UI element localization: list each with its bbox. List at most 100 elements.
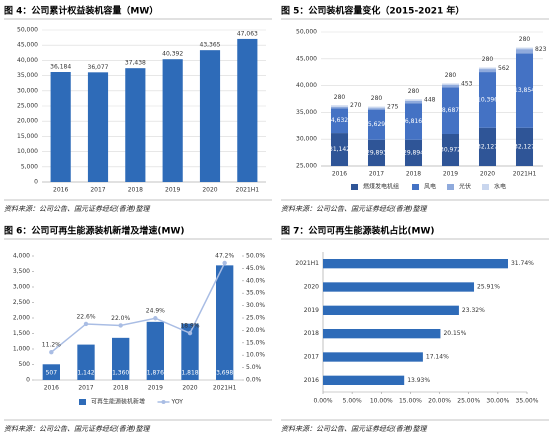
x-tick-label: 2020	[480, 171, 495, 178]
data-label: 280	[408, 88, 420, 95]
data-label: 36,184	[50, 64, 71, 71]
legend-label: 燃煤发电机组	[363, 183, 399, 191]
data-label: 4,632	[331, 117, 348, 124]
data-label: 43,365	[200, 42, 221, 49]
y-tick-label: 1,500	[13, 330, 30, 337]
bar	[112, 337, 130, 380]
y-tick-label: 0	[26, 377, 30, 384]
x-tick-label: 2017	[78, 385, 93, 392]
x-tick-label: 30.00%	[486, 398, 509, 405]
y-tick-label: 2016	[304, 377, 319, 384]
bar-segment	[404, 100, 423, 104]
y2-tick-label: 15.0%	[246, 339, 265, 346]
x-tick-label: 25.00%	[457, 398, 480, 405]
x-tick-label: 2021H1	[513, 171, 537, 178]
data-label: 29,894	[403, 149, 424, 156]
line	[50, 262, 226, 353]
data-label: 270	[350, 102, 362, 109]
y-tick-label: 10,000	[17, 148, 38, 155]
bar-segment	[478, 72, 497, 128]
y2-tick-label: 0.0%	[246, 377, 262, 384]
line-marker	[49, 350, 54, 355]
y2-tick-label: 50.0%	[246, 253, 265, 260]
bar	[181, 323, 199, 380]
data-label: 1,142	[77, 370, 94, 377]
x-tick-label: 2020	[182, 385, 197, 392]
data-label: 453	[461, 81, 473, 88]
bar	[146, 321, 164, 380]
data-label: 448	[424, 97, 436, 104]
source-note: 资料来源：公司公告、国元证券经纪(香港)整理	[281, 205, 427, 213]
x-tick-label: 10.00%	[370, 398, 393, 405]
data-label: 1,876	[147, 370, 164, 377]
data-label: 18.9%	[180, 323, 199, 330]
bar	[125, 68, 146, 182]
y-tick-label: 1,000	[13, 346, 30, 353]
y-tick-label: 2021H1	[295, 260, 319, 267]
y2-tick-label: 25.0%	[246, 315, 265, 322]
x-tick-label: 2019	[165, 187, 180, 194]
data-label: 13.93%	[407, 377, 430, 384]
legend-label: 风电	[424, 183, 436, 191]
data-label: 23.32%	[462, 307, 485, 314]
data-label: 36,077	[88, 64, 109, 71]
y-tick-label: 3,500	[13, 268, 30, 275]
line-marker	[222, 260, 227, 266]
legend-label: YOY	[171, 399, 184, 406]
source-note: 资料来源：公司公告、国元证券经纪(香港)整理	[4, 425, 150, 433]
legend-swatch	[351, 184, 358, 190]
legend-label: 水电	[494, 183, 506, 191]
bar-segment	[330, 106, 349, 109]
x-tick-label: 2018	[113, 385, 128, 392]
bar-segment	[441, 133, 460, 166]
y-tick-label: 30,000	[17, 87, 38, 94]
bar	[323, 375, 405, 385]
data-label: 562	[498, 65, 510, 72]
y-tick-label: 2018	[304, 330, 319, 337]
y-tick-label: 45,000	[17, 42, 38, 49]
data-label: 32,127	[514, 143, 535, 150]
bar	[87, 72, 109, 182]
bar-segment	[404, 139, 423, 166]
y-tick-label: 40,000	[17, 57, 38, 64]
data-label: 280	[519, 36, 531, 43]
bar	[323, 282, 475, 292]
bar-segment	[367, 106, 386, 109]
bar	[216, 265, 234, 380]
x-tick-label: 2018	[406, 171, 421, 178]
line-marker	[83, 321, 89, 327]
y-tick-label: 25,000	[17, 103, 38, 110]
data-label: 5,629	[368, 121, 385, 128]
data-label: 31,142	[329, 146, 350, 153]
data-label: 31.74%	[511, 260, 534, 267]
data-label: 29,893	[366, 149, 387, 156]
x-tick-label: 2016	[53, 187, 68, 194]
source-note: 资料来源：公司公告、国元证券经纪(香港)整理	[281, 425, 427, 433]
y-tick-label: 2020	[304, 284, 319, 291]
x-tick-label: 2016	[44, 385, 59, 392]
data-label: 24.9%	[146, 308, 165, 315]
data-label: 17.14%	[426, 354, 449, 361]
legend-label: 可再生能源装机新增	[91, 398, 145, 406]
x-tick-label: 35.00%	[516, 398, 539, 405]
data-label: 280	[445, 72, 457, 79]
bar	[162, 59, 183, 182]
y2-tick-label: 20.0%	[246, 327, 265, 334]
bar-segment	[515, 127, 534, 166]
data-label: 25.91%	[477, 284, 500, 291]
chart-title: 图 5：公司装机容量变化（2015-2021 年）	[281, 5, 464, 17]
data-label: 37,438	[125, 60, 146, 67]
bar	[323, 329, 441, 339]
y2-tick-label: 5.0%	[246, 364, 262, 371]
y2-tick-label: 10.0%	[246, 352, 265, 359]
line-marker	[153, 316, 158, 321]
data-label: 280	[334, 94, 346, 101]
x-tick-label: 0.00%	[313, 398, 332, 405]
x-tick-label: 20.00%	[428, 398, 451, 405]
y-tick-label: 2017	[304, 354, 319, 361]
data-label: 47.2%	[215, 252, 234, 259]
bar-segment	[515, 53, 534, 128]
bar-segment	[515, 49, 534, 54]
y2-tick-label: 45.0%	[246, 265, 265, 272]
